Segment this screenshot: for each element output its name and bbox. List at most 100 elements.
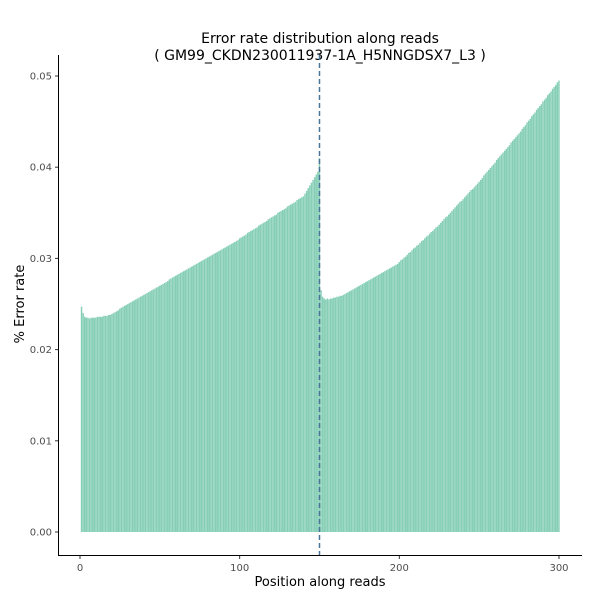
bar [307,188,309,532]
bar [149,291,151,532]
bar [99,316,102,532]
bar [467,193,469,532]
bar [393,265,396,532]
bar [208,256,211,532]
bar [205,258,207,532]
bar [529,118,531,532]
bar [448,214,450,532]
bar [175,275,177,532]
bar [365,282,367,532]
bar [494,162,496,532]
bar [198,262,201,532]
bar [411,250,413,532]
bar [499,156,501,533]
bar [369,279,372,532]
bar [476,183,479,532]
bar [548,93,551,532]
x-tick-label: 300 [549,563,568,574]
bar [197,262,199,532]
y-tick-label: 0.01 [30,436,52,447]
bar [433,229,436,532]
bar [409,252,412,533]
bar [368,280,370,532]
bar [131,301,134,532]
bar [147,292,150,532]
bar [151,290,153,532]
bar [427,235,429,532]
bar [540,104,543,532]
x-tick-label: 100 [230,563,249,574]
bar [238,238,241,532]
bar [521,128,523,532]
bar [543,99,546,532]
bar [323,298,325,532]
bar [507,147,509,533]
bar [387,269,389,532]
bar [195,263,198,532]
bar [353,288,356,532]
bar [516,135,519,532]
bar [171,277,174,532]
bar [245,234,247,533]
bar [443,219,445,532]
bar [432,231,434,533]
bar [85,317,88,532]
bar [382,272,385,532]
bar [243,235,246,532]
bar [352,289,354,532]
bar [203,259,206,532]
bar [534,112,536,532]
bar [256,227,258,532]
bar [325,299,327,532]
bar [246,232,249,532]
bar [470,190,472,532]
bar [138,297,140,532]
bar [535,109,538,532]
bar [219,250,222,532]
bar [88,318,91,532]
y-ticks: 0.00 0.01 0.02 0.03 0.04 0.05 [30,72,58,539]
bar [371,278,373,532]
bar [361,283,364,532]
bar [136,298,139,532]
bar [275,214,278,532]
bar [146,293,148,532]
bar [130,302,132,532]
bar [321,296,324,532]
bar [422,240,424,532]
bar [157,286,159,532]
bar [376,275,378,532]
bar [532,114,535,532]
bar [91,317,94,532]
bar [242,236,244,532]
bar [449,212,452,533]
bar [206,257,209,532]
bar [163,283,166,532]
bar [462,199,464,532]
bar [82,313,84,532]
x-axis-label: Position along reads [255,575,386,590]
bar [430,231,432,532]
bar [230,243,233,533]
bar [170,278,172,532]
bar [459,201,461,532]
bar [101,316,104,532]
bar [221,249,223,532]
bar [270,217,273,533]
bar [357,286,359,532]
bar [304,193,306,532]
bar [135,299,137,532]
bar [278,211,281,532]
bar [400,260,402,532]
bar [120,307,123,532]
bar [168,279,171,532]
bar [211,254,214,532]
bar [190,266,193,532]
bar [484,173,487,533]
bar [277,212,279,533]
bar [218,251,220,532]
bar [424,238,426,532]
bar [192,265,195,532]
bar [487,169,490,532]
y-axis-label: % Error rate [13,265,28,344]
